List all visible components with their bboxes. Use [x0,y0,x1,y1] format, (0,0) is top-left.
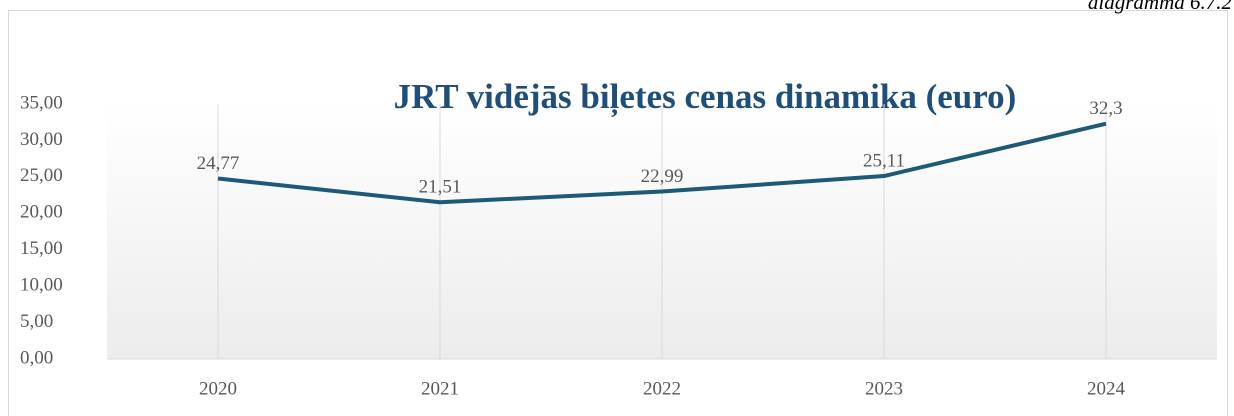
x-tick-label: 2021 [421,378,459,399]
data-label: 24,77 [197,153,240,174]
y-tick-label: 5,00 [20,311,53,332]
data-label: 21,51 [419,177,462,198]
x-tick-label: 2020 [199,378,237,399]
y-tick-label: 35,00 [20,92,63,113]
y-tick-label: 15,00 [20,238,63,259]
data-label: 25,11 [863,150,905,171]
x-tick-label: 2024 [1087,378,1126,399]
y-tick-label: 10,00 [20,275,63,296]
caption: diagramma 6.7.2 [1088,0,1233,14]
chart-title: JRT vidējās biļetes cenas dinamika (euro… [394,77,1017,118]
data-label: 22,99 [641,166,684,187]
y-tick-label: 20,00 [20,202,63,223]
y-tick-label: 30,00 [20,129,63,150]
x-tick-label: 2023 [865,378,903,399]
y-tick-label: 0,00 [20,347,53,368]
data-label: 32,3 [1089,98,1122,119]
y-tick-label: 25,00 [20,165,63,186]
x-tick-label: 2022 [643,378,681,399]
line [217,121,1107,205]
